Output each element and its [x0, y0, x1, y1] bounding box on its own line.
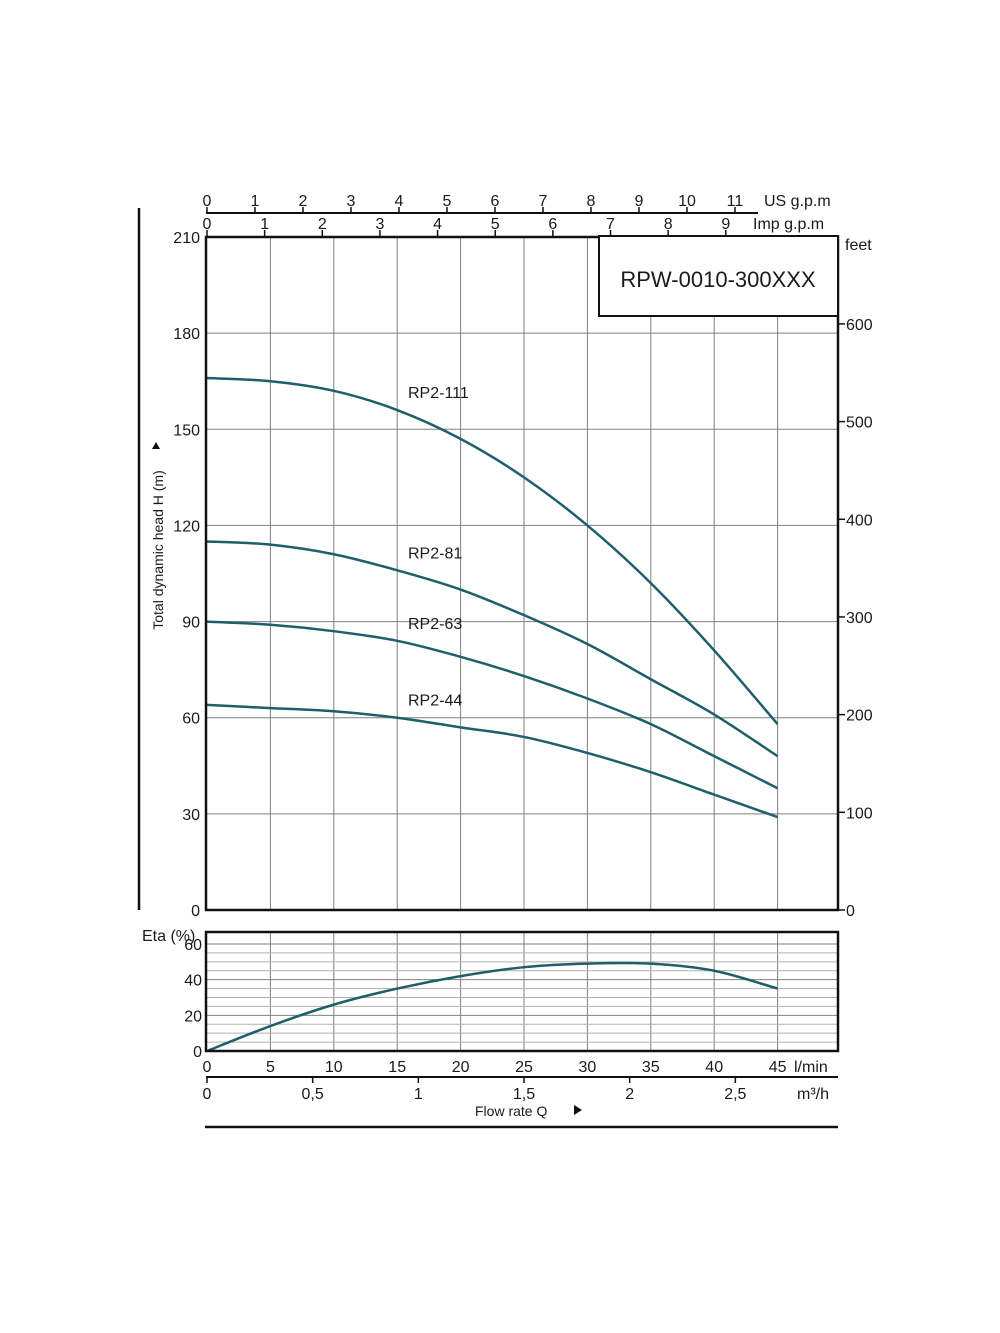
y-tick-label: 120 [173, 518, 200, 535]
flow-rate-title: Flow rate Q [475, 1103, 547, 1119]
imp-gpm-tick-label: 2 [318, 216, 327, 233]
us-gpm-tick-label: 5 [443, 193, 452, 210]
eta-curve-group [206, 961, 778, 1053]
eta-curve [206, 961, 778, 1053]
imp-gpm-unit: Imp g.p.m [753, 216, 824, 233]
eta-y-tick-label: 40 [184, 973, 202, 990]
lmin-tick-label: 0 [203, 1059, 212, 1076]
imp-gpm-tick-label: 1 [260, 216, 269, 233]
lmin-tick-label: 5 [266, 1059, 275, 1076]
lmin-tick-label: 20 [452, 1059, 470, 1076]
y2-axis-unit: feet [845, 237, 872, 254]
y2-tick-label: 300 [846, 610, 873, 627]
m3h-tick-label: 0 [203, 1086, 212, 1103]
eta-chart-frame [204, 930, 840, 1083]
flow-rate-arrow-icon [574, 1105, 582, 1115]
m3h-tick-label: 2 [625, 1086, 634, 1103]
y-tick-label: 90 [182, 615, 200, 632]
head-curve-rp2-63 [206, 620, 779, 790]
us-gpm-tick-label: 4 [395, 193, 404, 210]
lmin-tick-label: 40 [705, 1059, 723, 1076]
imp-gpm-tick-label: 7 [606, 216, 615, 233]
m3h-tick-label: 1 [414, 1086, 423, 1103]
y-tick-label: 210 [173, 230, 200, 247]
curve-label: RP2-44 [408, 693, 462, 710]
us-gpm-tick-label: 9 [635, 193, 644, 210]
us-gpm-tick-label: 2 [299, 193, 308, 210]
head-chart-frame [204, 207, 845, 912]
imp-gpm-tick-label: 8 [664, 216, 673, 233]
y2-tick-label: 0 [846, 903, 855, 920]
imp-gpm-tick-label: 5 [491, 216, 500, 233]
y-axis-arrow-icon [152, 442, 160, 449]
head-curve-rp2-111 [206, 376, 779, 725]
chart-title: RPW-0010-300XXX [620, 267, 816, 292]
head-curve-rp2-44 [206, 703, 779, 819]
eta-axis-title: Eta (%) [142, 928, 195, 945]
y2-tick-label: 600 [846, 317, 873, 334]
imp-gpm-tick-label: 9 [721, 216, 730, 233]
head-chart-grid [206, 236, 838, 911]
us-gpm-tick-label: 0 [203, 193, 212, 210]
eta-y-tick-label: 0 [193, 1044, 202, 1061]
head-plot-frame [204, 235, 840, 912]
lmin-tick-label: 30 [579, 1059, 597, 1076]
y-tick-label: 30 [182, 807, 200, 824]
lmin-tick-label: 35 [642, 1059, 660, 1076]
m3h-unit: m³/h [797, 1086, 829, 1103]
imp-gpm-tick-label: 4 [433, 216, 442, 233]
y-tick-label: 60 [182, 711, 200, 728]
us-gpm-tick-label: 8 [587, 193, 596, 210]
m3h-tick-label: 0,5 [302, 1086, 324, 1103]
head-curve-rp2-81 [206, 540, 779, 758]
y-tick-label: 180 [173, 326, 200, 343]
lmin-tick-label: 25 [515, 1059, 533, 1076]
us-gpm-tick-label: 11 [727, 193, 744, 210]
us-gpm-unit: US g.p.m [764, 193, 831, 210]
us-gpm-tick-label: 1 [251, 193, 260, 210]
eta-plot-frame [204, 930, 840, 1053]
y-axis-title: Total dynamic head H (m) [150, 470, 166, 630]
eta-y-tick-label: 60 [184, 937, 202, 954]
m3h-tick-label: 1,5 [513, 1086, 535, 1103]
imp-gpm-tick-label: 0 [203, 216, 212, 233]
y2-tick-label: 100 [846, 805, 873, 822]
imp-gpm-tick-label: 6 [548, 216, 557, 233]
y2-tick-label: 400 [846, 512, 873, 529]
head-curves [206, 376, 779, 819]
lmin-tick-label: 15 [388, 1059, 406, 1076]
curve-label: RP2-81 [408, 545, 462, 562]
curve-label: RP2-111 [408, 385, 469, 402]
imp-gpm-tick-label: 3 [375, 216, 384, 233]
y-tick-label: 0 [191, 903, 200, 920]
us-gpm-tick-label: 10 [678, 193, 696, 210]
y2-tick-label: 200 [846, 708, 873, 725]
y2-tick-label: 500 [846, 415, 873, 432]
lmin-unit: l/min [794, 1059, 828, 1076]
model-title-box: RPW-0010-300XXX [598, 235, 839, 317]
curve-label: RP2-63 [408, 616, 462, 633]
us-gpm-tick-label: 7 [539, 193, 548, 210]
eta-y-tick-label: 20 [184, 1008, 202, 1025]
us-gpm-tick-label: 6 [491, 193, 500, 210]
us-gpm-tick-label: 3 [347, 193, 356, 210]
lmin-tick-label: 45 [769, 1059, 787, 1076]
eta-chart-grid [206, 932, 838, 1052]
m3h-tick-label: 2,5 [724, 1086, 746, 1103]
lmin-tick-label: 10 [325, 1059, 343, 1076]
y-tick-label: 150 [173, 422, 200, 439]
